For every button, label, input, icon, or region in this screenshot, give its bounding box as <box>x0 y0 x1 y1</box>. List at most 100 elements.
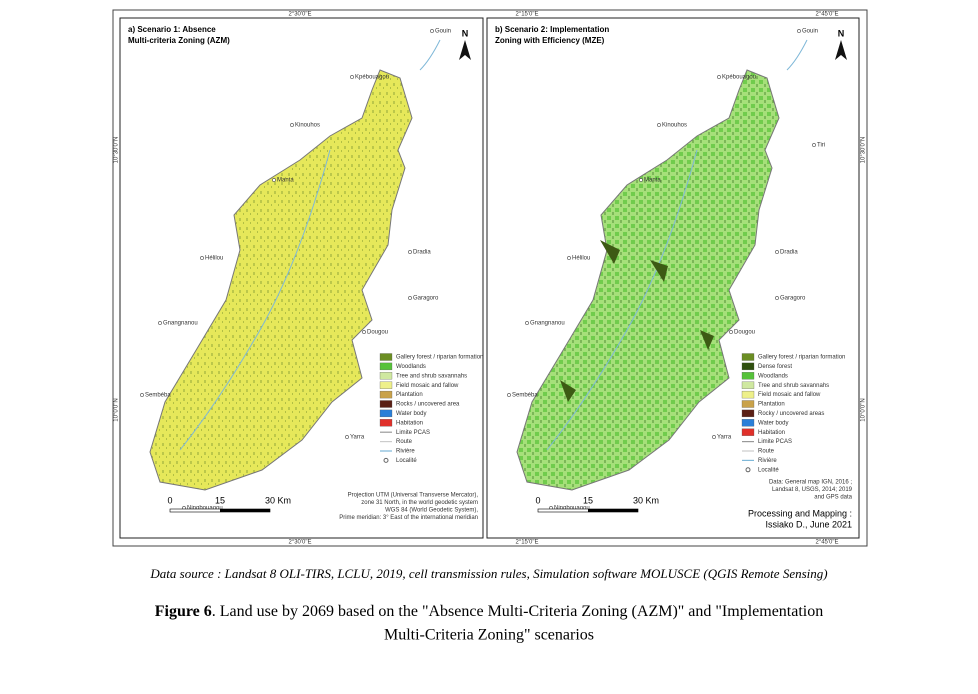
legend-swatch <box>379 372 393 380</box>
place-name: Ningbouaoou <box>187 506 223 512</box>
legend-label: Localité <box>758 467 779 473</box>
map-note: Projection UTM (Universal Transverse Mer… <box>348 493 479 499</box>
scale-label: 30 Km <box>633 495 659 505</box>
scale-label: 15 <box>583 495 593 505</box>
coordinate-label: 2°30'0"E <box>288 12 311 18</box>
locality-marker <box>290 123 294 127</box>
coordinate-label: 10°30'0"N <box>114 137 120 164</box>
locality-marker <box>775 296 779 300</box>
locality-marker <box>797 29 801 33</box>
map-title: b) Scenario 2: Implementation <box>495 25 609 34</box>
figure-caption: Multi-Criteria Zoning" scenarios <box>384 627 594 644</box>
place-name: Yarra <box>350 435 365 441</box>
locality-marker <box>567 256 571 260</box>
legend-label: Plantation <box>396 392 423 398</box>
map-title: Multi-criteria Zoning (AZM) <box>128 36 230 45</box>
legend-label: Habitation <box>396 420 423 426</box>
locality-marker <box>408 296 412 300</box>
legend-label: Field mosaic and fallow <box>396 383 459 389</box>
coordinate-label: 10°0'0"N <box>114 398 120 421</box>
scale-label: 15 <box>215 495 225 505</box>
legend-swatch <box>741 428 755 436</box>
locality-marker <box>200 256 204 260</box>
figure-label: Figure 6 <box>155 603 212 620</box>
legend-label: Rivière <box>758 458 777 464</box>
locality-marker <box>729 330 733 334</box>
legend-label: Limite PCAS <box>396 430 430 436</box>
river <box>786 39 808 71</box>
legend-label: Water body <box>758 420 788 426</box>
place-name: Manta <box>277 178 294 184</box>
place-name: Sembéba <box>145 393 171 399</box>
scale-label: 0 <box>535 495 540 505</box>
legend-swatch <box>741 381 755 389</box>
place-name: Kpébouagou <box>355 75 389 81</box>
place-name: Gouin <box>435 29 451 35</box>
legend-swatch <box>379 362 393 371</box>
legend-label: Route <box>396 439 413 445</box>
legend-swatch <box>741 353 755 361</box>
place-name: Garagoro <box>780 296 806 302</box>
locality-marker <box>158 321 162 325</box>
legend-label: Tree and shrub savannahs <box>396 373 467 379</box>
legend-swatch <box>741 372 755 380</box>
legend-swatch <box>379 409 393 418</box>
locality-marker <box>408 250 412 254</box>
legend-swatch <box>741 390 755 399</box>
legend-swatch <box>745 467 751 473</box>
legend-label: Gallery forest / riparian formation <box>758 355 845 361</box>
map-note: Prime meridian: 3° East of the internati… <box>339 515 478 521</box>
legend-label: Woodlands <box>758 373 788 379</box>
locality-marker <box>350 75 354 79</box>
place-name: Kpébouagou <box>722 75 756 81</box>
legend-label: Limite PCAS <box>758 439 792 445</box>
legend-swatch <box>379 419 393 427</box>
map-credit: Processing and Mapping : <box>748 508 852 518</box>
legend-swatch <box>741 362 755 371</box>
map-title: Zoning with Efficiency (MZE) <box>495 36 605 45</box>
coordinate-label: 2°15'0"E <box>515 12 538 18</box>
coordinate-label: 10°0'0"N <box>861 398 867 421</box>
place-name: Tiri <box>817 143 825 149</box>
locality-marker <box>272 178 276 182</box>
coordinate-label: 2°45'0"E <box>815 540 838 546</box>
place-name: Dradia <box>780 250 798 256</box>
north-arrow <box>835 40 847 60</box>
place-name: Yarra <box>717 435 732 441</box>
caption-text: . Land use by 2069 based on the "Absence… <box>212 603 823 620</box>
legend-swatch <box>741 419 755 427</box>
scale-bar <box>220 509 270 512</box>
place-name: Kinouhos <box>662 123 687 129</box>
legend-label: Gallery forest / riparian formation <box>396 355 483 361</box>
locality-marker <box>717 75 721 79</box>
legend-label: Rivière <box>396 449 415 455</box>
legend-label: Localité <box>396 458 417 464</box>
locality-marker <box>812 143 816 147</box>
place-name: Hélilou <box>205 256 223 262</box>
legend-label: Water body <box>396 411 426 417</box>
locality-marker <box>525 321 529 325</box>
legend-label: Rocky / uncovered areas <box>758 411 824 417</box>
place-name: Kinouhos <box>295 123 320 129</box>
place-name: Gouin <box>802 29 818 35</box>
legend-label: Rocks / uncovered area <box>396 402 460 408</box>
figure-caption: Figure 6. Land use by 2069 based on the … <box>155 603 823 620</box>
legend-swatch <box>379 381 393 389</box>
map-title: a) Scenario 1: Absence <box>128 25 216 34</box>
locality-marker <box>345 435 349 439</box>
place-name: Sembéba <box>512 393 538 399</box>
locality-marker <box>712 435 716 439</box>
north-arrow-label: N <box>462 28 469 38</box>
locality-marker <box>639 178 643 182</box>
scale-bar <box>588 509 638 512</box>
place-name: Hélilou <box>572 256 590 262</box>
place-name: Ningbouaoou <box>554 506 590 512</box>
north-arrow <box>459 40 471 60</box>
legend-label: Dense forest <box>758 364 792 370</box>
river <box>419 39 441 71</box>
locality-marker <box>775 250 779 254</box>
map-note: and GPS data <box>814 495 852 501</box>
place-name: Garagoro <box>413 296 439 302</box>
